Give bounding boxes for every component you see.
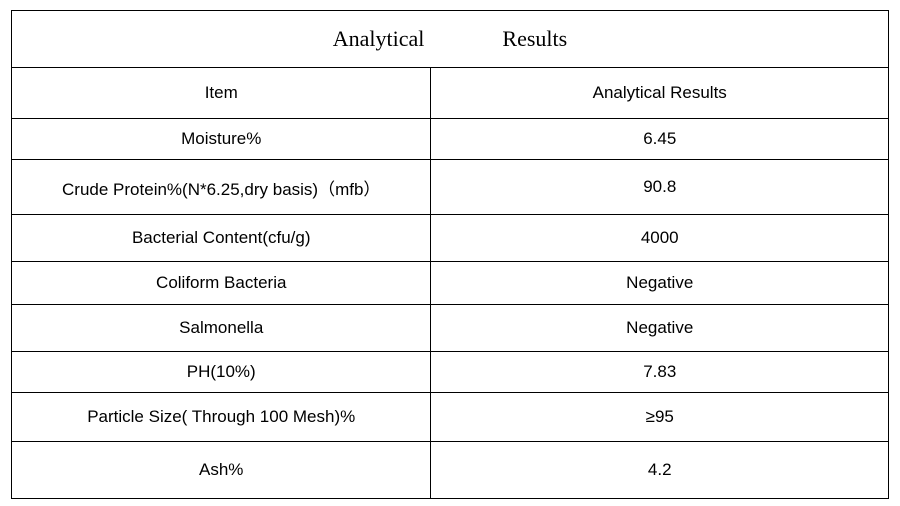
row-item-cell: Moisture% — [10, 118, 432, 160]
row-item-cell: Bacterial Content(cfu/g) — [10, 214, 432, 262]
header-item: Item — [10, 67, 432, 119]
row-result-cell: 90.8 — [430, 159, 889, 215]
table-row: Crude Protein%(N*6.25,dry basis)（mfb） 90… — [10, 159, 889, 215]
row-result-cell: Negative — [430, 304, 889, 352]
row-result-cell: 6.45 — [430, 118, 889, 160]
title-row: Analytical Results — [11, 10, 889, 68]
row-result-cell: 4.2 — [430, 441, 889, 499]
row-item-cell: Ash% — [10, 441, 432, 499]
table-row: Moisture% 6.45 — [10, 118, 889, 160]
analytical-results-table: Analytical Results Item Analytical Resul… — [10, 10, 889, 499]
table-title: Analytical Results — [11, 10, 889, 68]
table-row: Ash% 4.2 — [10, 441, 889, 499]
table-row: Particle Size( Through 100 Mesh)% ≥95 — [10, 392, 889, 442]
row-item-cell: Coliform Bacteria — [10, 261, 432, 305]
row-item-cell: Particle Size( Through 100 Mesh)% — [10, 392, 432, 442]
header-row: Item Analytical Results — [10, 67, 889, 119]
table-row: Salmonella Negative — [10, 304, 889, 352]
row-item-cell: Crude Protein%(N*6.25,dry basis)（mfb） — [10, 159, 432, 215]
row-result-cell: Negative — [430, 261, 889, 305]
table-row: PH(10%) 7.83 — [10, 351, 889, 393]
header-analytical-results: Analytical Results — [430, 67, 889, 119]
row-item-cell: Salmonella — [10, 304, 432, 352]
row-result-cell: ≥95 — [430, 392, 889, 442]
table-row: Coliform Bacteria Negative — [10, 261, 889, 305]
row-result-cell: 7.83 — [430, 351, 889, 393]
table-row: Bacterial Content(cfu/g) 4000 — [10, 214, 889, 262]
analytical-results-sheet: Analytical Results Item Analytical Resul… — [10, 10, 889, 499]
row-result-cell: 4000 — [430, 214, 889, 262]
row-item-cell: PH(10%) — [10, 351, 432, 393]
